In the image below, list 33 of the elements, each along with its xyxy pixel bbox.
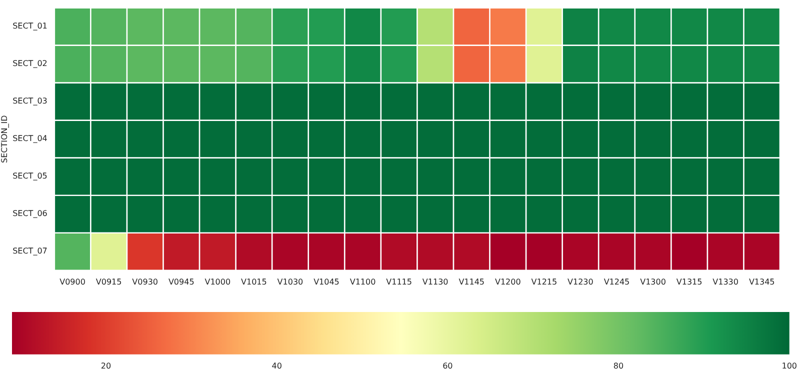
x-tick-label: V1100 xyxy=(350,277,376,286)
x-tick-label: V1145 xyxy=(458,277,485,286)
y-tick-label: SECT_02 xyxy=(12,59,48,68)
y-tick-label: SECT_03 xyxy=(12,96,48,106)
x-tick-label: V0945 xyxy=(168,277,194,286)
y-tick-label: SECT_01 xyxy=(12,22,48,31)
color-bar-label: 40 xyxy=(272,361,282,370)
x-tick-label: V1045 xyxy=(314,277,340,286)
x-tick-label: V1030 xyxy=(277,277,304,286)
x-tick-label: V0915 xyxy=(96,277,122,286)
x-tick-label: V1315 xyxy=(676,277,702,286)
x-tick-label: V1000 xyxy=(204,277,231,286)
y-axis-title: SECTION_ID xyxy=(0,115,9,163)
x-tick-label: V1015 xyxy=(241,277,267,286)
y-tick-label: SECT_04 xyxy=(12,134,48,144)
y-tick-label: SECT_06 xyxy=(12,209,48,218)
x-tick-label: V1345 xyxy=(748,277,775,286)
x-tick-label: V1115 xyxy=(386,277,412,286)
x-tick-label: V1230 xyxy=(568,277,594,286)
x-tick-label: V1215 xyxy=(531,277,558,286)
x-tick-label: V1330 xyxy=(712,277,738,286)
color-bar-label: 80 xyxy=(613,361,624,370)
x-tick-label: V1200 xyxy=(494,277,521,286)
color-bar-label: 60 xyxy=(442,361,453,370)
x-tick-label: V0930 xyxy=(132,277,158,286)
color-bar-label: 100 xyxy=(782,361,798,370)
color-bar-label: 20 xyxy=(100,361,112,370)
x-tick-label: V0900 xyxy=(60,277,86,286)
y-tick-label: SECT_05 xyxy=(12,172,48,181)
x-tick-label: V1300 xyxy=(640,277,666,286)
x-tick-label: V1245 xyxy=(604,277,630,286)
x-tick-label: V1130 xyxy=(422,277,448,286)
y-tick-label: SECT_07 xyxy=(12,246,48,256)
